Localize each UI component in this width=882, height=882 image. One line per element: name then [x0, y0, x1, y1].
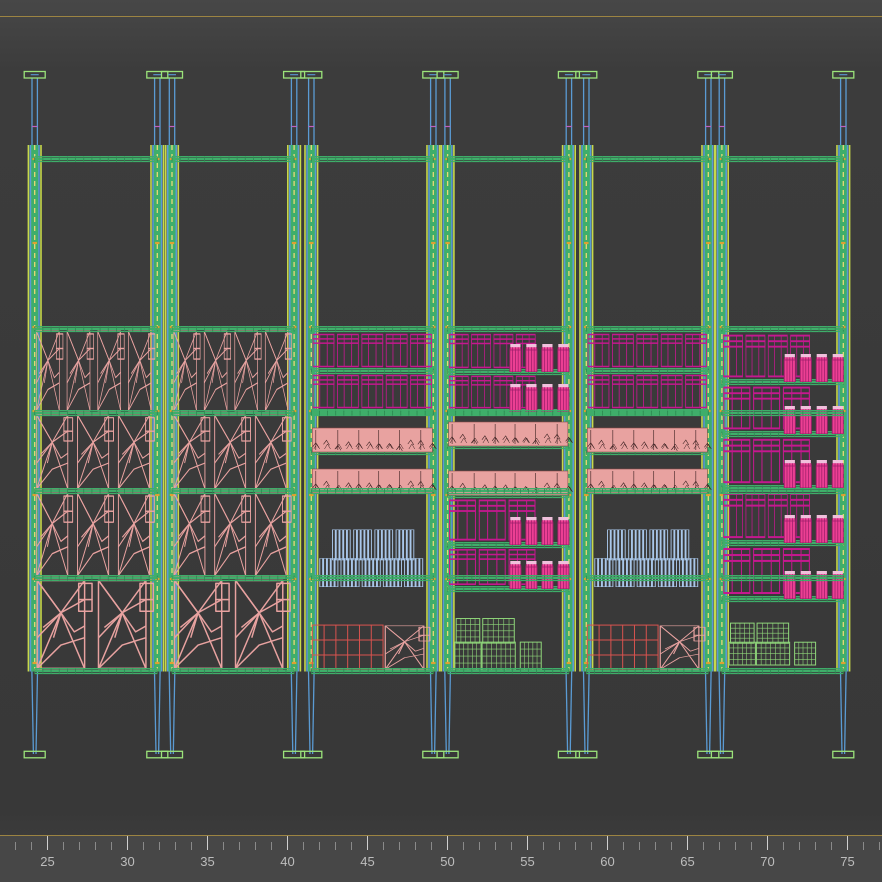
svg-text:75: 75	[840, 854, 854, 869]
svg-text:40: 40	[280, 854, 294, 869]
svg-text:70: 70	[760, 854, 774, 869]
svg-text:25: 25	[40, 854, 54, 869]
svg-text:50: 50	[440, 854, 454, 869]
svg-text:35: 35	[200, 854, 214, 869]
svg-text:60: 60	[600, 854, 614, 869]
svg-text:55: 55	[520, 854, 534, 869]
svg-text:65: 65	[680, 854, 694, 869]
svg-text:30: 30	[120, 854, 134, 869]
svg-text:45: 45	[360, 854, 374, 869]
